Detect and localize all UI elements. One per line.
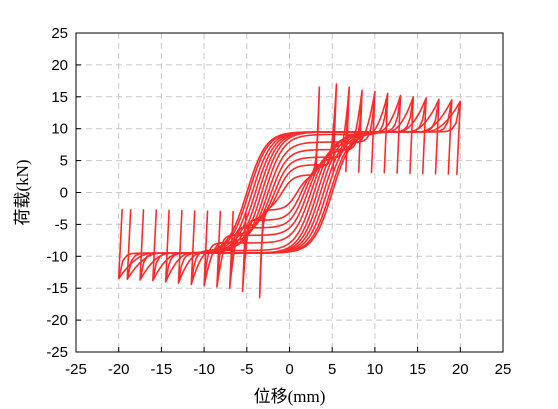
- hysteresis-loop: [190, 92, 389, 286]
- hysteresis-loop: [203, 90, 376, 287]
- hysteresis-curves: [117, 83, 462, 299]
- y-axis-ticks: -25 -20 -15 -10 -5 0 5 10 15 20 25: [46, 25, 81, 361]
- y-tick-label: 15: [51, 89, 68, 106]
- x-tick-label: -25: [65, 361, 87, 378]
- y-tick-label: 0: [60, 185, 68, 202]
- y-tick-label: 5: [60, 153, 68, 170]
- x-tick-label: 0: [285, 361, 293, 378]
- y-tick-label: -20: [46, 312, 68, 329]
- hysteresis-loop: [228, 86, 351, 289]
- x-tick-label: 25: [495, 361, 512, 378]
- y-tick-label: 20: [51, 57, 68, 74]
- x-tick-label: 5: [328, 361, 336, 378]
- y-tick-label: -25: [46, 344, 68, 361]
- y-axis-title: 荷载(kN): [13, 159, 32, 225]
- hysteresis-loop: [258, 86, 321, 299]
- y-tick-label: 10: [51, 121, 68, 138]
- x-tick-label: 20: [452, 361, 469, 378]
- hysteresis-loop: [117, 100, 462, 280]
- x-axis-title: 位移(mm): [254, 387, 326, 406]
- x-axis-ticks: -25 -20 -15 -10 -5 0 5 10 15 20 25: [65, 347, 511, 378]
- grid-lines: [76, 33, 503, 352]
- hysteresis-loop: [216, 89, 363, 288]
- x-tick-label: 15: [409, 361, 426, 378]
- x-tick-label: 10: [367, 361, 384, 378]
- y-tick-label: -15: [46, 280, 68, 297]
- x-tick-label: -10: [193, 361, 215, 378]
- hysteresis-loop: [241, 83, 338, 293]
- x-tick-label: -20: [108, 361, 130, 378]
- x-tick-label: -5: [240, 361, 253, 378]
- x-tick-label: -15: [151, 361, 173, 378]
- y-tick-label: -10: [46, 248, 68, 265]
- y-tick-label: 25: [51, 25, 68, 42]
- y-tick-label: -5: [55, 216, 68, 233]
